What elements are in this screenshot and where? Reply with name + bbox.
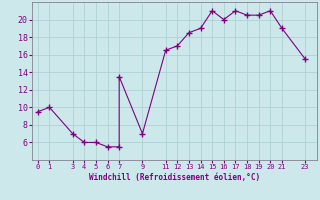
X-axis label: Windchill (Refroidissement éolien,°C): Windchill (Refroidissement éolien,°C) (89, 173, 260, 182)
